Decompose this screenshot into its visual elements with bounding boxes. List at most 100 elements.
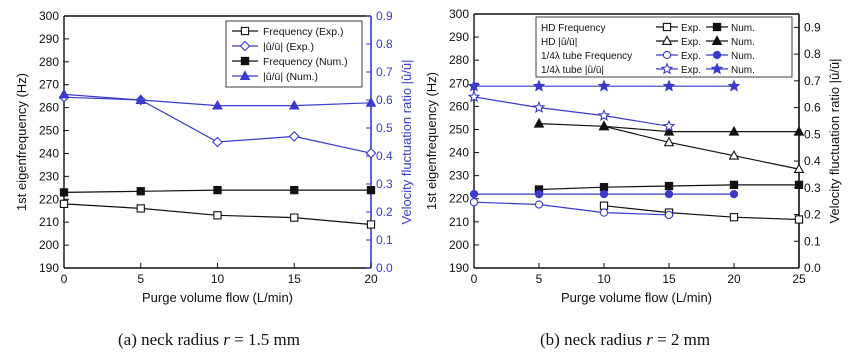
caption-a: (a) neck radius r = 1.5 mm (118, 330, 300, 350)
legend-b-num-label: Num. (731, 37, 755, 48)
y-left-tick-label: 220 (39, 192, 59, 206)
x-axis-label: Purge volume flow (L/min) (142, 290, 293, 305)
y-left-tick-label: 220 (449, 192, 469, 206)
legend-b-num-label: Num. (731, 23, 755, 34)
data-point (729, 180, 739, 190)
legend-b-marker (711, 35, 723, 45)
legend-a-marker (239, 70, 251, 80)
caption-b-var: r (646, 330, 653, 349)
data-point (365, 147, 377, 159)
x-tick-label: 15 (662, 272, 676, 286)
y-right-tick-label: 0.2 (804, 208, 821, 222)
data-point (599, 201, 609, 210)
data-point (794, 180, 804, 190)
y-right-tick-label: 0.4 (804, 154, 821, 168)
y-left-tick-label: 280 (39, 55, 59, 69)
data-point (534, 189, 544, 199)
y-right-tick-label: 0.1 (804, 234, 821, 248)
x-tick-label: 15 (288, 272, 302, 286)
x-tick-label: 20 (364, 272, 378, 286)
y-right-tick-label: 0.1 (376, 233, 393, 247)
data-point (59, 188, 69, 197)
caption-a-suffix: = 1.5 mm (229, 330, 300, 349)
data-point (793, 163, 805, 174)
legend-b-label: HD |û/ū| (541, 37, 577, 48)
data-point (729, 213, 739, 222)
y-left-tick-label: 270 (449, 76, 469, 90)
data-point (534, 200, 544, 209)
data-point (467, 79, 481, 92)
legend-b-exp-label: Exp. (681, 65, 701, 76)
data-point (664, 181, 674, 191)
data-point (727, 79, 741, 92)
data-point (213, 211, 222, 220)
y-right-tick-label: 0.6 (804, 101, 821, 115)
legend-b-num-label: Num. (731, 51, 755, 62)
y-left-tick-label: 260 (39, 101, 59, 115)
legend-b-label: HD Frequency (541, 23, 605, 34)
series-line-2 (603, 125, 800, 170)
data-point (366, 220, 376, 229)
caption-b-prefix: (b) neck radius (540, 330, 647, 349)
data-point (58, 88, 70, 99)
legend-a-label: |û/ū| (Exp.) (263, 41, 314, 53)
y-right-tick-label: 0.2 (376, 205, 393, 219)
legend-b: HD Frequency Exp. Num. HD |û/ū| Exp. Num. 1/4λ… (535, 16, 793, 78)
y-left-tick-label: 240 (449, 146, 469, 160)
legend-a-label: Frequency (Exp.) (263, 26, 344, 38)
x-axis-label: Purge volume flow (L/min) (561, 290, 712, 305)
data-point (288, 131, 300, 142)
y-left-tick-label: 250 (449, 122, 469, 136)
y-right-tick-label: 0.9 (376, 9, 393, 23)
data-point (212, 136, 223, 148)
data-point (136, 187, 145, 196)
legend-b-num-label: Num. (731, 65, 755, 76)
data-point (212, 99, 223, 110)
chart-b: 0 5 10 15 20 25 190 200 210 220 230 240 250 260 270 280… (424, 7, 842, 305)
data-point (598, 120, 610, 131)
legend-a-marker (240, 56, 250, 66)
series-line-6 (473, 96, 670, 127)
legend-b-marker (662, 50, 672, 60)
caption-b: (b) neck radius r = 2 mm (540, 330, 710, 350)
x-tick-label: 5 (536, 272, 543, 286)
x-tick-label: 10 (597, 272, 611, 286)
legend-b-marker (660, 62, 674, 75)
y-left-tick-label: 230 (39, 169, 59, 183)
series-line-0 (603, 205, 800, 221)
data-point (532, 100, 546, 113)
legend-a: Frequency (Exp.) |û/ū| (Exp.) Frequency (N… (225, 20, 363, 88)
y-left-tick-label: 210 (449, 215, 469, 229)
y-left-tick-label: 260 (449, 99, 469, 113)
data-point (467, 90, 481, 103)
data-point (597, 79, 611, 92)
y-right-tick-label: 0.9 (804, 20, 821, 34)
y-right-tick-label: 0.6 (376, 93, 393, 107)
data-point (532, 79, 546, 92)
data-point (469, 198, 479, 207)
data-point (664, 189, 674, 199)
x-tick-label: 0 (471, 272, 478, 286)
data-point (728, 149, 740, 160)
data-point (729, 189, 739, 199)
data-point (663, 136, 675, 147)
series-line-4 (473, 201, 670, 216)
y-left-tick-label: 290 (39, 32, 59, 46)
legend-b-label: 1/4λ tube |û/ū| (541, 65, 604, 76)
y-left-tick-label: 190 (449, 261, 469, 275)
x-tick-label: 25 (792, 272, 806, 286)
y-left-tick-label: 230 (449, 169, 469, 183)
data-point (533, 117, 545, 128)
y-left-axis-label: 1st eigenfrequency (Hz) (424, 72, 439, 210)
y-right-tick-label: 0.7 (376, 65, 393, 79)
y-left-tick-label: 250 (39, 124, 59, 138)
legend-b-marker (661, 35, 673, 45)
chart-a: 0 5 10 15 20 190 200 210 220 230 240 250 260 270 280 29… (14, 9, 414, 305)
x-tick-label: 20 (727, 272, 741, 286)
data-point (662, 79, 676, 92)
data-point (662, 119, 676, 132)
y-left-tick-label: 200 (449, 238, 469, 252)
legend-b-marker (712, 50, 722, 60)
legend-a-marker (239, 40, 251, 52)
